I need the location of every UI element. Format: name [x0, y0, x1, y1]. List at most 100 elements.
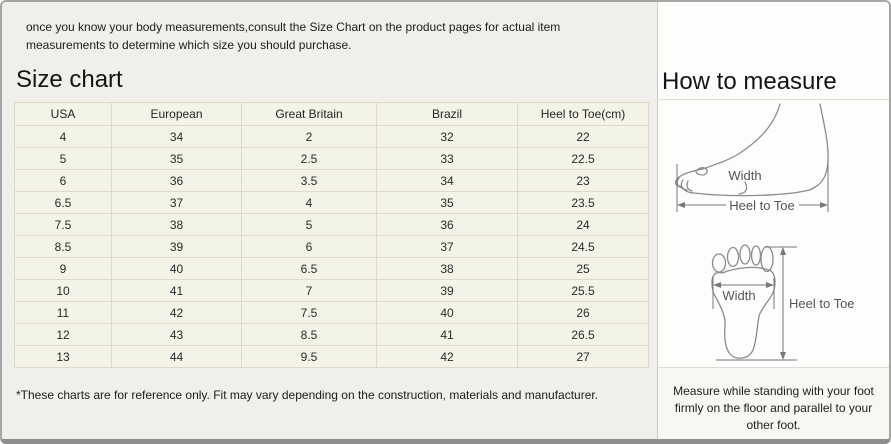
table-cell: 25.5	[517, 279, 649, 302]
width-arrowhead-right	[766, 282, 774, 288]
table-cell: 8.5	[241, 323, 377, 346]
width-label: Width	[722, 288, 755, 303]
table-cell: 22.5	[517, 147, 649, 170]
table-cell: 26.5	[517, 323, 649, 346]
table-cell: 26	[517, 301, 649, 324]
table-row: 7.5 38 5 36 24	[14, 213, 649, 236]
arrowhead-right	[820, 202, 828, 208]
toe-oval	[739, 244, 751, 265]
measure-diagrams: Width Heel to Toe Width	[658, 100, 889, 368]
table-cell: 40	[111, 257, 242, 280]
width-label: Width	[728, 168, 761, 183]
foot-outline	[674, 103, 829, 197]
table-cell: 9.5	[241, 345, 377, 368]
table-cell: 33	[376, 147, 518, 170]
table-cell: 6.5	[14, 191, 112, 214]
heel-to-toe-label: Heel to Toe	[789, 296, 855, 311]
size-chart-title: Size chart	[16, 66, 123, 93]
table-cell: 34	[111, 125, 242, 148]
table-cell: 42	[111, 301, 242, 324]
table-cell: 25	[517, 257, 649, 280]
table-cell: 3.5	[241, 169, 377, 192]
table-cell: 36	[111, 169, 242, 192]
table-row: 6.5 37 4 35 23.5	[14, 191, 649, 214]
table-cell: 7.5	[241, 301, 377, 324]
table-cell: 35	[111, 147, 242, 170]
table-cell: 44	[111, 345, 242, 368]
table-cell: 11	[14, 301, 112, 324]
table-cell: 12	[14, 323, 112, 346]
toe-oval	[726, 246, 740, 268]
table-cell: 4	[241, 191, 377, 214]
table-cell: 37	[111, 191, 242, 214]
table-cell: 38	[111, 213, 242, 236]
table-row: 9 40 6.5 38 25	[14, 257, 649, 280]
table-row: 12 43 8.5 41 26.5	[14, 323, 649, 346]
toe-line	[680, 179, 688, 191]
intro-text: once you know your body measurements,con…	[26, 20, 561, 52]
table-cell: 37	[376, 235, 518, 258]
foot-side-view-diagram: Width Heel to Toe	[674, 103, 829, 213]
instep-detail	[695, 167, 708, 176]
table-cell: 43	[111, 323, 242, 346]
footprint-diagram: Width Heel to Toe	[711, 244, 855, 361]
table-cell: 4	[14, 125, 112, 148]
table-cell: 39	[111, 235, 242, 258]
table-cell: 41	[111, 279, 242, 302]
table-cell: 2.5	[241, 147, 377, 170]
column-header: Great Britain	[241, 102, 377, 126]
table-row: 8.5 39 6 37 24.5	[14, 235, 649, 258]
table-cell: 5	[14, 147, 112, 170]
table-cell: 24	[517, 213, 649, 236]
column-header: European	[111, 102, 242, 126]
table-cell: 5	[241, 213, 377, 236]
table-cell: 8.5	[14, 235, 112, 258]
table-cell: 2	[241, 125, 377, 148]
table-cell: 38	[376, 257, 518, 280]
table-header-row: USA European Great Britain Brazil Heel to To…	[14, 102, 649, 126]
table-cell: 6	[14, 169, 112, 192]
toe-oval	[711, 253, 727, 273]
table-body: 4 34 2 32 22 5 35 2.5 33 22.5 6 36 3.5 34 23 6.5 37 4 35 23…	[14, 125, 649, 368]
arrowhead-left	[677, 202, 685, 208]
sole-outline	[711, 266, 776, 359]
table-row: 4 34 2 32 22	[14, 125, 649, 148]
column-header: USA	[14, 102, 112, 126]
table-cell: 6	[241, 235, 377, 258]
toe-line	[686, 180, 693, 192]
table-cell: 24.5	[517, 235, 649, 258]
table-cell: 7.5	[14, 213, 112, 236]
size-chart-section: once you know your body measurements,con…	[2, 2, 657, 439]
big-toe-oval	[760, 245, 774, 273]
footnote-text: *These charts are for reference only. Fi…	[16, 388, 599, 402]
width-arrowhead-left	[713, 282, 721, 288]
size-chart-table: USA European Great Britain Brazil Heel to To…	[14, 102, 649, 368]
table-cell: 36	[376, 213, 518, 236]
table-row: 5 35 2.5 33 22.5	[14, 147, 649, 170]
ball-detail	[738, 181, 748, 195]
table-row: 11 42 7.5 40 26	[14, 301, 649, 324]
table-cell: 9	[14, 257, 112, 280]
how-to-measure-panel: How to measure	[657, 2, 889, 439]
table-cell: 34	[376, 169, 518, 192]
table-cell: 10	[14, 279, 112, 302]
table-cell: 39	[376, 279, 518, 302]
how-to-measure-title: How to measure	[662, 68, 837, 95]
column-header: Heel to Toe(cm)	[517, 102, 649, 126]
table-cell: 41	[376, 323, 518, 346]
table-cell: 13	[14, 345, 112, 368]
column-header: Brazil	[376, 102, 518, 126]
table-cell: 7	[241, 279, 377, 302]
toe-oval	[750, 245, 762, 266]
table-cell: 27	[517, 345, 649, 368]
table-cell: 40	[376, 301, 518, 324]
table-cell: 22	[517, 125, 649, 148]
table-cell: 32	[376, 125, 518, 148]
table-cell: 6.5	[241, 257, 377, 280]
how-to-measure-header: How to measure	[658, 2, 889, 100]
table-cell: 23	[517, 169, 649, 192]
table-row: 10 41 7 39 25.5	[14, 279, 649, 302]
table-cell: 42	[376, 345, 518, 368]
table-cell: 35	[376, 191, 518, 214]
